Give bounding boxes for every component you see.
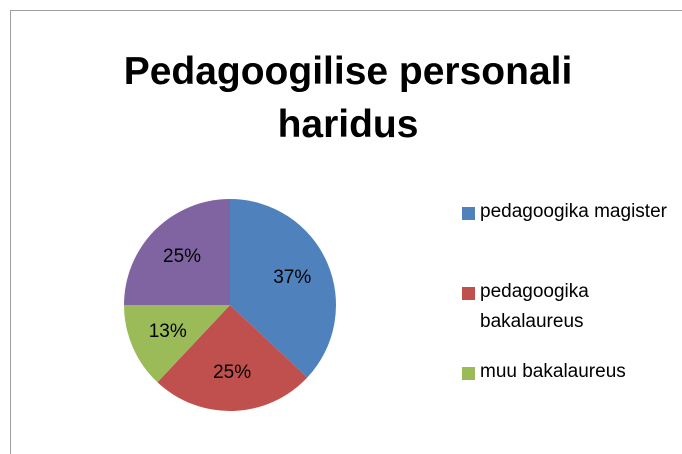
- legend-label: muu bakalaureus: [480, 361, 626, 382]
- data-label: 25%: [163, 246, 201, 267]
- pie-slice: [124, 305, 230, 383]
- legend-entry: pedagoogika magister: [480, 201, 667, 222]
- legend-swatch: [462, 367, 475, 380]
- chart-title: Pedagoogilise personali haridus: [123, 50, 573, 146]
- legend-entry: pedagoogika bakalaureus: [480, 281, 589, 332]
- data-label: 13%: [149, 321, 187, 342]
- data-label: 37%: [273, 267, 311, 288]
- legend-label: pedagoogika bakalaureus: [480, 281, 589, 332]
- pie-slice: [230, 199, 336, 378]
- legend-swatch: [462, 287, 475, 300]
- pie-slice: [124, 199, 230, 305]
- legend-label: pedagoogika magister: [480, 201, 667, 222]
- legend-entry: muu bakalaureus: [480, 361, 626, 382]
- pie: 37% 25% 13% 25%: [124, 199, 336, 411]
- title-box: Pedagoogilise personali haridus: [123, 50, 573, 146]
- legend: pedagoogika magister pedagoogika bakalaur…: [462, 201, 667, 382]
- pie-slice: [157, 305, 308, 411]
- legend-swatch: [462, 207, 475, 220]
- data-label: 25%: [213, 362, 251, 383]
- chart-border: [10, 10, 682, 454]
